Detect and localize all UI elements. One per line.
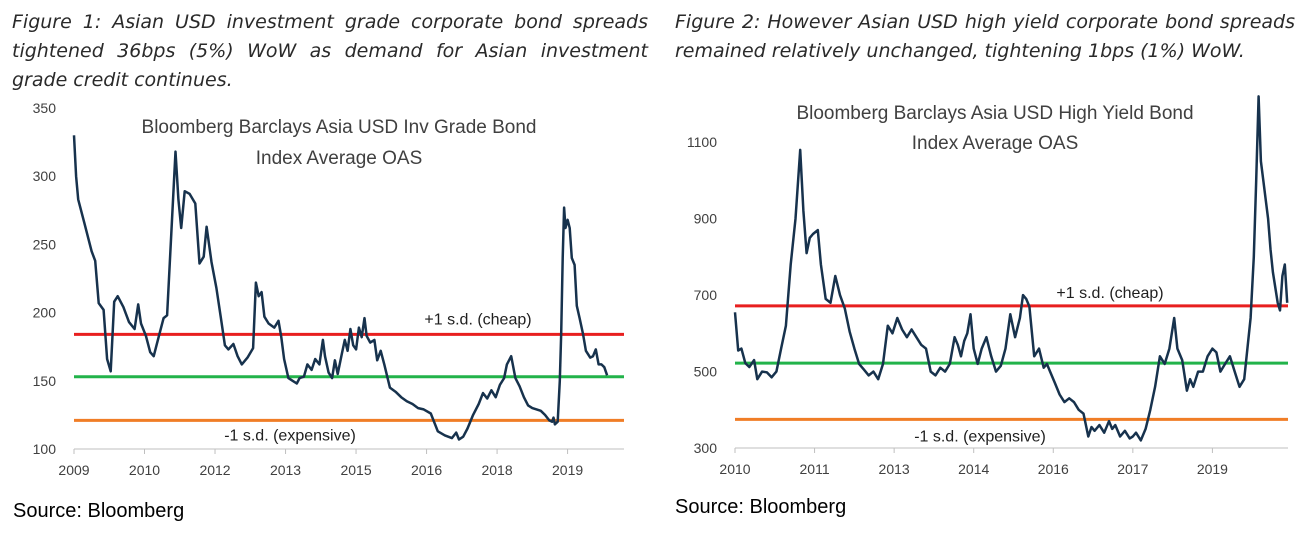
upper-band-label: +1 s.d. (cheap) [424, 311, 531, 328]
y-tick-label: 900 [694, 211, 718, 227]
y-tick-label: 500 [694, 364, 718, 380]
figure-1-source: Source: Bloomberg [13, 500, 185, 522]
figure-1: Figure 1: Asian USD investment grade cor… [12, 11, 648, 522]
oas-series-line [72, 135, 609, 441]
chart-title-line: Index Average OAS [912, 133, 1079, 154]
x-tick-label: 2012 [199, 462, 230, 478]
figure-2-caption: Figure 2: However Asian USD high yield c… [675, 11, 1295, 62]
lower-band-label: -1 s.d. (expensive) [914, 428, 1046, 445]
x-tick-label: 2019 [1197, 461, 1228, 477]
y-tick-label: 350 [33, 100, 57, 116]
ig-spread-chart: 100 150 200 250 300 350 2009 2010 2012 2013 2015 20… [33, 100, 624, 478]
lower-band-label: -1 s.d. (expensive) [224, 427, 356, 444]
upper-band-label: +1 s.d. (cheap) [1056, 285, 1163, 302]
x-tick-label: 2016 [411, 462, 442, 478]
x-tick-label: 2013 [879, 461, 910, 477]
y-tick-label: 200 [33, 305, 57, 321]
x-tick-label: 2011 [800, 461, 830, 477]
y-tick-label: 250 [33, 236, 57, 252]
oas-series-line [733, 95, 1289, 442]
x-tick-label: 2014 [958, 461, 989, 477]
x-tick-label: 2013 [270, 462, 301, 478]
x-tick-label: 2016 [1038, 461, 1069, 477]
y-tick-label: 300 [694, 440, 718, 456]
hy-spread-chart: 300 500 700 900 1100 2010 2011 2013 2014 2016 2017… [687, 95, 1289, 477]
x-tick-label: 2010 [719, 461, 750, 477]
y-tick-label: 300 [33, 168, 57, 184]
figure-2-source: Source: Bloomberg [675, 496, 847, 518]
y-tick-label: 150 [33, 373, 57, 389]
figure-1-caption: Figure 1: Asian USD investment grade cor… [12, 11, 648, 91]
x-tick-label: 2010 [129, 462, 160, 478]
y-tick-label: 100 [33, 441, 57, 457]
chart-title-line: Bloomberg Barclays Asia USD High Yield B… [796, 103, 1193, 124]
y-tick-label: 1100 [687, 134, 717, 150]
y-tick-label: 700 [694, 287, 718, 303]
chart-title-line: Index Average OAS [256, 148, 423, 169]
x-tick-label: 2019 [552, 462, 583, 478]
x-tick-label: 2018 [481, 462, 512, 478]
x-tick-label: 2015 [340, 462, 371, 478]
figure-2: Figure 2: However Asian USD high yield c… [665, 0, 1302, 533]
x-tick-label: 2017 [1117, 461, 1148, 477]
chart-title-line: Bloomberg Barclays Asia USD Inv Grade Bo… [142, 117, 537, 138]
x-tick-label: 2009 [58, 462, 89, 478]
